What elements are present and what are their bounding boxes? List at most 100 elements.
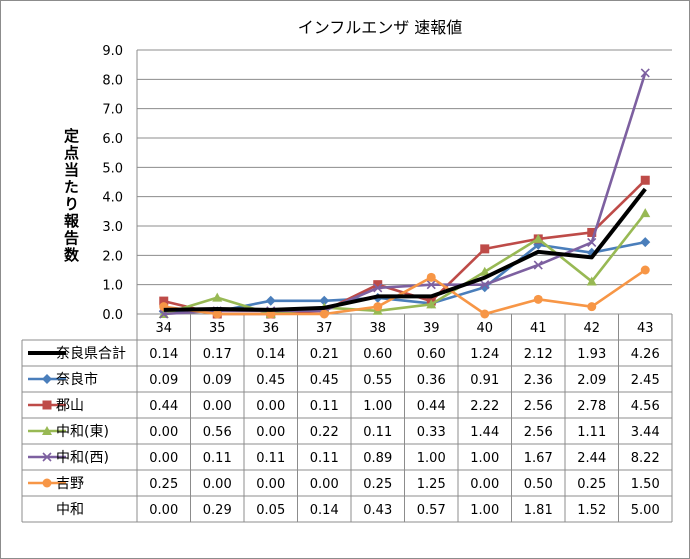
series-line-1 (163, 240, 646, 313)
table-cell: 0.33 (417, 425, 446, 440)
table-cell: 2.36 (524, 373, 553, 388)
legend-marker-1 (42, 374, 52, 384)
x-tick-label: 35 (209, 321, 226, 336)
table-cell: 0.60 (417, 347, 446, 362)
table-cell: 8.22 (631, 451, 660, 466)
data-point-3 (479, 266, 490, 276)
y-tick-label: 5.0 (102, 161, 123, 176)
y-axis-label: 定点当たり報告数 (62, 128, 80, 264)
x-tick-label: 42 (583, 321, 600, 336)
data-point-5 (533, 294, 543, 304)
table-cell: 0.00 (203, 477, 232, 492)
table-cell: 1.81 (524, 503, 553, 518)
table-cell: 1.67 (524, 451, 553, 466)
table-cell: 2.12 (524, 347, 553, 362)
table-cell: 1.00 (363, 399, 392, 414)
data-point-3 (426, 299, 437, 309)
data-point-1 (319, 295, 330, 306)
table-cell: 0.21 (310, 347, 339, 362)
data-point-2 (373, 280, 383, 290)
table-cell: 1.00 (470, 451, 499, 466)
table-cell: 0.45 (310, 373, 339, 388)
table-cell: 0.11 (310, 399, 339, 414)
x-tick-label: 43 (637, 321, 654, 336)
table-cell: 2.44 (577, 451, 606, 466)
y-tick-label: 9.0 (102, 44, 123, 59)
table-cell: 0.55 (363, 373, 392, 388)
x-tick-label: 40 (476, 321, 493, 336)
x-tick-label: 39 (423, 321, 440, 336)
table-cell: 0.60 (363, 347, 392, 362)
data-point-1 (265, 295, 276, 306)
table-cell: 0.17 (203, 347, 232, 362)
chart-title: インフルエンザ 速報値 (297, 18, 463, 37)
legend-label-0: 奈良県合計 (56, 346, 126, 362)
table-cell: 0.00 (256, 399, 285, 414)
table-cell: 1.11 (577, 425, 606, 440)
table-cell: 0.14 (310, 503, 339, 518)
legend-label-1: 奈良市 (56, 371, 98, 388)
table-cell: 1.00 (470, 503, 499, 518)
table-cell: 2.56 (524, 399, 553, 414)
table-cell: 0.00 (149, 425, 178, 440)
data-point-4 (373, 283, 383, 293)
y-tick-label: 3.0 (102, 220, 123, 235)
table-cell: 4.26 (631, 347, 660, 362)
table-cell: 0.91 (470, 373, 499, 388)
data-point-4 (480, 280, 490, 290)
data-point-4 (426, 280, 436, 290)
table-cell: 1.52 (577, 503, 606, 518)
data-point-5 (587, 302, 597, 312)
x-tick-label: 41 (530, 321, 547, 336)
table-cell: 0.44 (149, 399, 178, 414)
table-cell: 0.43 (363, 503, 392, 518)
table-cell: 0.11 (203, 451, 232, 466)
data-point-4 (640, 68, 650, 78)
y-tick-label: 2.0 (102, 249, 123, 264)
table-cell: 2.45 (631, 373, 660, 388)
series-line-3 (163, 212, 647, 316)
table-cell: 2.56 (524, 425, 553, 440)
table-cell: 0.22 (310, 425, 339, 440)
legend-marker-3 (42, 426, 52, 435)
table-cell: 5.00 (631, 503, 660, 518)
table-cell: 0.09 (149, 373, 178, 388)
table-cell: 4.56 (631, 399, 660, 414)
table-cell: 0.00 (310, 477, 339, 492)
table-cell: 0.00 (470, 477, 499, 492)
series-line-0 (163, 187, 647, 312)
y-tick-label: 1.0 (102, 279, 123, 294)
table-cell: 2.78 (577, 399, 606, 414)
data-point-4 (587, 237, 597, 247)
table-cell: 0.44 (417, 399, 446, 414)
table-cell: 0.14 (149, 347, 178, 362)
table-cell: 0.05 (256, 503, 285, 518)
data-point-1 (640, 237, 651, 248)
legend-label-4: 中和(西) (56, 450, 109, 466)
table-cell: 0.00 (149, 503, 178, 518)
legend-marker-5 (42, 478, 52, 488)
y-tick-label: 7.0 (102, 103, 123, 118)
table-cell: 0.14 (256, 347, 285, 362)
data-point-2 (587, 227, 597, 237)
table-cell: 0.29 (203, 503, 232, 518)
y-tick-label: 4.0 (102, 191, 123, 206)
table-cell: 0.36 (417, 373, 446, 388)
data-point-3 (640, 208, 651, 218)
data-point-3 (533, 233, 544, 243)
data-point-5 (319, 309, 329, 319)
data-point-5 (640, 265, 650, 275)
data-point-2 (159, 296, 169, 306)
x-tick-label: 36 (262, 321, 279, 336)
table-cell: 0.09 (203, 373, 232, 388)
data-point-3 (586, 276, 597, 286)
table-cell: 0.45 (256, 373, 285, 388)
data-point-2 (480, 244, 490, 254)
table-cell: 1.93 (577, 347, 606, 362)
data-point-5 (480, 309, 490, 319)
y-tick-label: 8.0 (102, 73, 123, 88)
table-cell: 0.89 (363, 451, 392, 466)
table-cell: 0.00 (256, 477, 285, 492)
legend-marker-2 (42, 400, 52, 410)
